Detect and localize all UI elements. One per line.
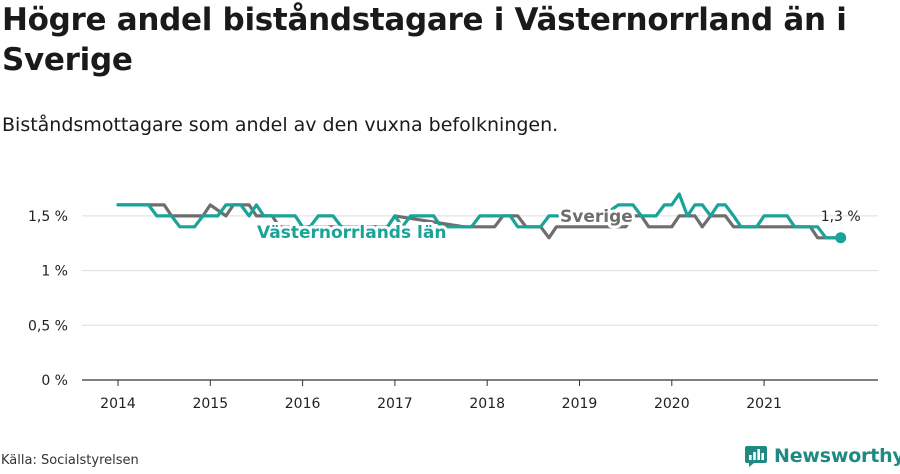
grid-lines bbox=[82, 215, 878, 326]
x-tick-label: 2016 bbox=[285, 396, 321, 412]
y-tick-label: 1 % bbox=[41, 264, 68, 280]
line-vasternorrland bbox=[116, 192, 843, 240]
x-tick-label: 2017 bbox=[377, 396, 413, 412]
brand-name: Newsworthy bbox=[774, 445, 900, 467]
x-axis: 2014 2015 2016 2017 2018 2019 2020 2021 bbox=[82, 379, 878, 412]
end-point-marker bbox=[835, 232, 847, 244]
brand-logo: Newsworthy bbox=[744, 442, 900, 470]
source-note: Källa: Socialstyrelsen bbox=[1, 453, 139, 468]
x-tick-label: 2019 bbox=[562, 396, 598, 412]
chart-subtitle: Biståndsmottagare som andel av den vuxna… bbox=[2, 114, 559, 136]
y-axis-ticks: 0 % 0,5 % 1 % 1,5 % bbox=[28, 209, 68, 389]
series-label-vasternorrland-text: Västernorrlands län bbox=[257, 223, 446, 243]
series-lines bbox=[116, 192, 847, 244]
newsworthy-logo-icon bbox=[745, 446, 767, 467]
y-tick-label: 0,5 % bbox=[28, 318, 68, 334]
series-label-vasternorrland-halo: Västernorrlands län bbox=[257, 223, 446, 243]
x-tick-label: 2015 bbox=[192, 396, 228, 412]
series-label-sverige-halo: Sverige bbox=[560, 207, 633, 227]
x-tick-label: 2014 bbox=[100, 396, 136, 412]
x-tick-label: 2021 bbox=[746, 396, 782, 412]
y-tick-label: 1,5 % bbox=[28, 209, 68, 225]
end-value-label: 1,3 % bbox=[821, 209, 861, 225]
x-tick-label: 2020 bbox=[654, 396, 690, 412]
line-sverige bbox=[116, 203, 843, 240]
x-tick-label: 2018 bbox=[469, 396, 505, 412]
series-label-sverige-text: Sverige bbox=[560, 207, 633, 227]
y-tick-label: 0 % bbox=[41, 373, 68, 389]
chart-title: Högre andel biståndstagare i Västernorrl… bbox=[2, 2, 847, 78]
